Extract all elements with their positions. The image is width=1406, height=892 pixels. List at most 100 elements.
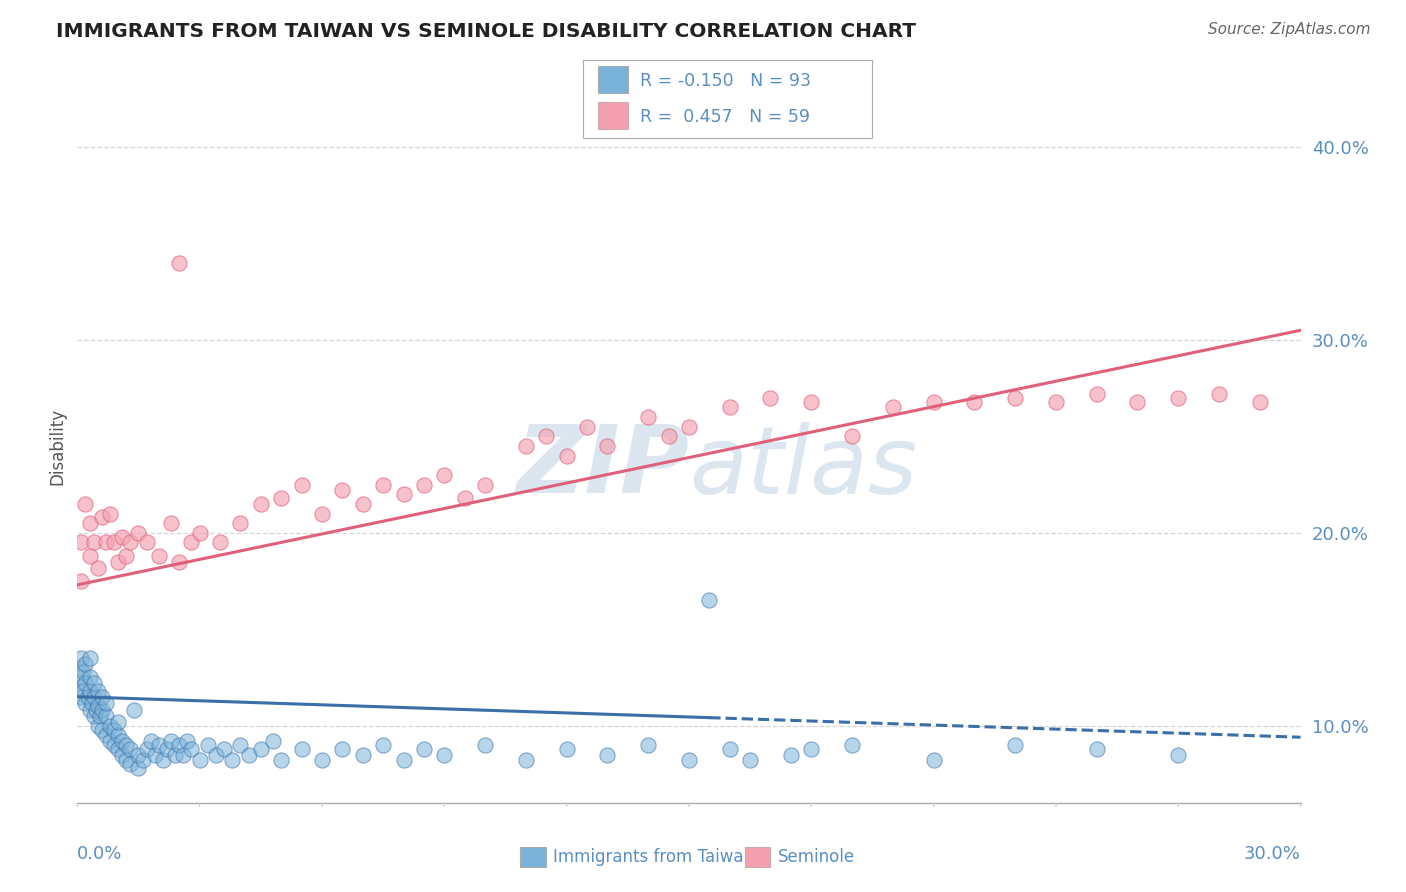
Point [120,535,142,549]
Point [148,738,170,752]
Text: 0.0%: 0.0% [77,846,122,863]
Point [515,753,537,767]
Point [139,734,162,748]
Point [84,703,107,717]
Point [800,741,823,756]
Point [1004,391,1026,405]
Point [75,676,97,690]
Text: Immigrants from Taiwan: Immigrants from Taiwan [553,848,754,866]
Point [135,741,157,756]
Point [332,741,354,756]
Point [98,734,121,748]
Point [290,741,312,756]
Point [392,753,415,767]
Point [90,690,112,704]
Point [596,747,619,762]
Point [352,747,374,762]
Point [841,429,863,443]
Point [413,477,436,491]
Point [148,549,170,563]
Point [576,419,599,434]
Point [107,714,129,729]
Point [678,419,700,434]
Point [188,753,211,767]
Point [120,741,142,756]
Point [111,747,134,762]
Point [127,761,149,775]
Point [221,753,243,767]
Point [103,738,125,752]
Point [1085,741,1108,756]
Point [90,703,112,717]
Point [270,491,292,505]
Point [1126,394,1149,409]
Point [1167,391,1189,405]
Point [76,690,98,704]
Point [135,535,157,549]
Point [70,574,93,588]
Point [72,684,94,698]
Point [115,753,138,767]
Point [94,728,117,742]
Point [1085,387,1108,401]
Point [75,657,97,671]
Point [352,497,374,511]
Point [165,747,187,762]
Point [205,747,228,762]
Point [83,690,105,704]
Text: IMMIGRANTS FROM TAIWAN VS SEMINOLE DISABILITY CORRELATION CHART: IMMIGRANTS FROM TAIWAN VS SEMINOLE DISAB… [56,22,917,41]
Point [172,747,194,762]
Point [156,741,179,756]
Point [94,709,117,723]
Point [1045,394,1067,409]
Point [90,510,112,524]
Point [120,757,142,772]
Point [111,530,134,544]
Point [111,734,134,748]
Point [413,741,436,756]
Point [208,535,231,549]
Point [433,747,456,762]
Point [262,734,284,748]
Point [79,516,101,530]
Point [596,439,619,453]
Point [678,753,700,767]
Point [70,670,93,684]
Point [115,738,138,752]
Point [87,560,110,574]
Point [212,741,235,756]
Point [841,738,863,752]
Point [143,747,166,762]
Point [79,651,101,665]
Point [70,651,93,665]
Point [79,670,101,684]
Point [98,507,121,521]
Point [392,487,415,501]
Point [1167,747,1189,762]
Point [90,723,112,737]
Point [922,753,945,767]
Text: atlas: atlas [689,422,917,513]
Point [152,753,174,767]
Point [103,535,125,549]
Point [115,549,138,563]
Point [127,525,149,540]
Point [160,516,183,530]
Point [229,516,252,530]
Point [759,391,782,405]
Point [94,535,117,549]
Point [637,410,659,425]
Point [180,741,202,756]
Point [474,738,496,752]
Point [371,738,394,752]
Point [250,497,273,511]
Point [87,699,110,714]
Point [80,696,103,710]
Point [699,593,721,607]
Point [67,661,90,675]
Point [1249,394,1271,409]
Text: ZIP: ZIP [516,421,689,514]
Text: Seminole: Seminole [778,848,855,866]
Point [332,483,354,498]
Point [371,477,394,491]
